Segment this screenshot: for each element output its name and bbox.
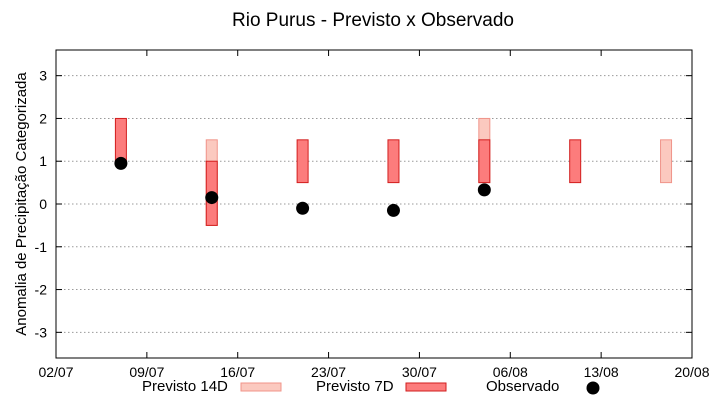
y-tick-label: -1 <box>35 239 48 255</box>
x-tick-label: 30/07 <box>402 364 437 380</box>
legend-previsto-14d: Previsto 14D <box>142 378 282 395</box>
previsto-7d-bar <box>387 139 400 184</box>
legend-previsto-14d-label: Previsto 14D <box>142 378 228 395</box>
y-axis-title: Anomalia de Precipitação Categorizada <box>13 72 30 336</box>
y-tick-label: 0 <box>39 196 47 212</box>
legend-observado-label: Observado <box>486 378 559 395</box>
x-tick-label: 23/07 <box>311 364 346 380</box>
x-tick-label: 02/07 <box>38 364 73 380</box>
x-tick-label: 06/08 <box>493 364 528 380</box>
legend-previsto-7d-swatch <box>405 382 447 392</box>
legend-observado-swatch <box>586 381 600 395</box>
y-tick-label: -2 <box>35 282 48 298</box>
chart-title: Rio Purus - Previsto x Observado <box>232 10 514 31</box>
previsto-7d-bar <box>569 139 582 184</box>
legend-previsto-14d-swatch <box>240 382 282 392</box>
y-tick-label: 1 <box>39 153 47 169</box>
legend-previsto-7d: Previsto 7D <box>316 378 447 395</box>
observado-point <box>114 156 128 170</box>
previsto-7d-bar <box>114 117 127 162</box>
observado-point <box>477 183 491 197</box>
previsto-7d-bar <box>478 139 491 184</box>
previsto-7d-bar <box>296 139 309 184</box>
plot-area: 3 2 1 0 -1 -2 -3 02/07 09/07 16/07 23/07 30/07 06/08… <box>35 49 710 380</box>
y-tick-label: -3 <box>35 324 48 340</box>
legend: Previsto 14D Previsto 7D Observado <box>142 378 600 395</box>
legend-previsto-7d-label: Previsto 7D <box>316 378 394 395</box>
y-tick-label: 2 <box>39 110 47 126</box>
x-tick-label: 09/07 <box>129 364 164 380</box>
observado-point <box>296 201 310 215</box>
previsto-14d-bar <box>660 139 673 184</box>
x-tick-label: 20/08 <box>674 364 709 380</box>
x-tick-label: 16/07 <box>220 364 255 380</box>
observado-point <box>386 203 400 217</box>
plot-border <box>55 49 693 359</box>
y-tick-label: 3 <box>39 68 47 84</box>
observado-point <box>205 191 219 205</box>
legend-observado: Observado <box>486 378 600 395</box>
x-tick-label: 13/08 <box>584 364 619 380</box>
